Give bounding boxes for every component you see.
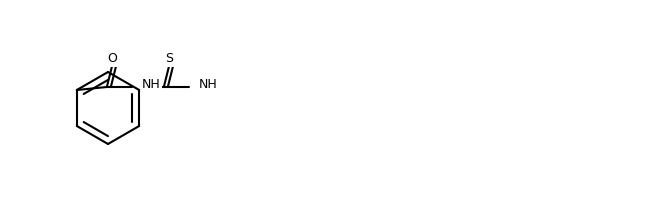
Text: NH: NH (199, 78, 218, 90)
Text: S: S (165, 52, 172, 66)
Text: NH: NH (142, 78, 161, 90)
Text: O: O (107, 52, 117, 66)
